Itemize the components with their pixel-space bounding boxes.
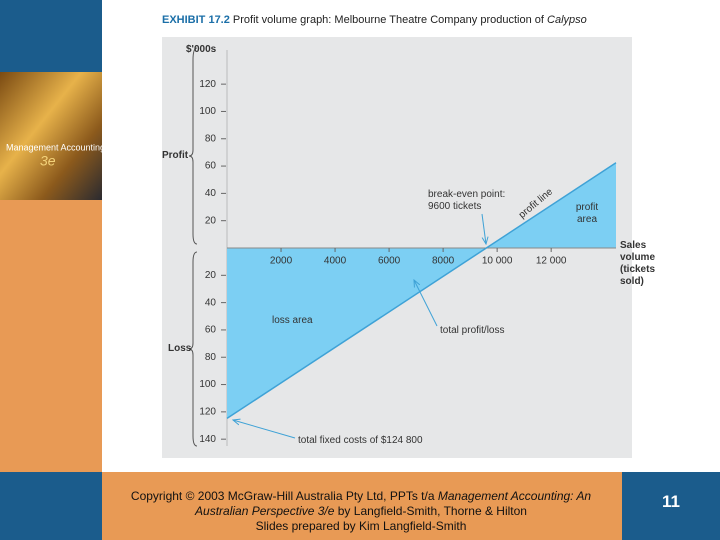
profit-line xyxy=(226,162,617,420)
annotation-arrow xyxy=(414,280,438,327)
x-tick-label: 6000 xyxy=(378,256,401,267)
profit-label: Profit xyxy=(162,150,189,161)
profit-brace xyxy=(188,47,198,245)
loss-area-note: loss area xyxy=(272,315,313,326)
annotation-arrow xyxy=(481,213,486,244)
y-tick-label: 20 xyxy=(205,270,217,281)
loss-brace xyxy=(188,251,198,447)
y-tick-label: 60 xyxy=(205,325,217,336)
title-emphasis: Calypso xyxy=(547,14,587,26)
x-tick-label: 8000 xyxy=(432,256,455,267)
x-tick-label: 2000 xyxy=(270,256,293,267)
y-tick-label: 80 xyxy=(205,133,217,144)
title-text: Profit volume graph: Melbourne Theatre C… xyxy=(232,14,544,26)
y-tick-label: 140 xyxy=(199,434,216,445)
book-title: Management Accounting: An Australian Per… xyxy=(195,489,592,518)
fixed-costs-note: total fixed costs of $124 800 xyxy=(298,435,423,446)
side-band xyxy=(0,0,102,72)
y-tick-label: 40 xyxy=(205,297,217,308)
footer-text: Copyright © 2003 McGraw-Hill Australia P… xyxy=(130,489,592,534)
x-axis-label: Sales volume (tickets sold) xyxy=(620,240,656,287)
x-tick-label: 4000 xyxy=(324,256,347,267)
x-tick-label: 12 000 xyxy=(536,256,567,267)
book-cover xyxy=(0,72,102,200)
footer-band xyxy=(102,472,622,540)
y-tick-label: 40 xyxy=(205,188,217,199)
exhibit-label: EXHIBIT 17.2 xyxy=(162,14,230,26)
y-tick-label: 100 xyxy=(199,106,216,117)
x-tick-label: 10 000 xyxy=(482,256,513,267)
annotation-arrow xyxy=(233,420,296,439)
authors: by Langfield-Smith, Thorne & Hilton xyxy=(334,504,527,518)
profit-area-note: profit area xyxy=(575,202,599,225)
y-tick-label: 100 xyxy=(199,379,216,390)
break-even-note: break-even point: 9600 tickets xyxy=(428,189,506,212)
footer-band xyxy=(622,472,720,540)
copyright: Copyright © 2003 McGraw-Hill Australia P… xyxy=(130,489,438,503)
y-unit: $'000s xyxy=(186,44,217,55)
page-number: 11 xyxy=(662,492,680,511)
loss-label: Loss xyxy=(168,343,192,354)
footer-band xyxy=(0,472,102,540)
y-tick-label: 120 xyxy=(199,407,216,418)
side-band xyxy=(0,200,102,472)
y-tick-label: 20 xyxy=(205,215,217,226)
chart-title: EXHIBIT 17.2 Profit volume graph: Melbou… xyxy=(162,14,587,26)
prepared-by: Slides prepared by Kim Langfield-Smith xyxy=(255,519,467,533)
y-tick-label: 60 xyxy=(205,161,217,172)
y-tick-label: 80 xyxy=(205,352,217,363)
cover-edition: 3e xyxy=(40,153,56,169)
y-tick-label: 120 xyxy=(199,79,216,90)
cover-title: Management Accounting xyxy=(6,142,105,152)
series-note: total profit/loss xyxy=(440,325,505,336)
